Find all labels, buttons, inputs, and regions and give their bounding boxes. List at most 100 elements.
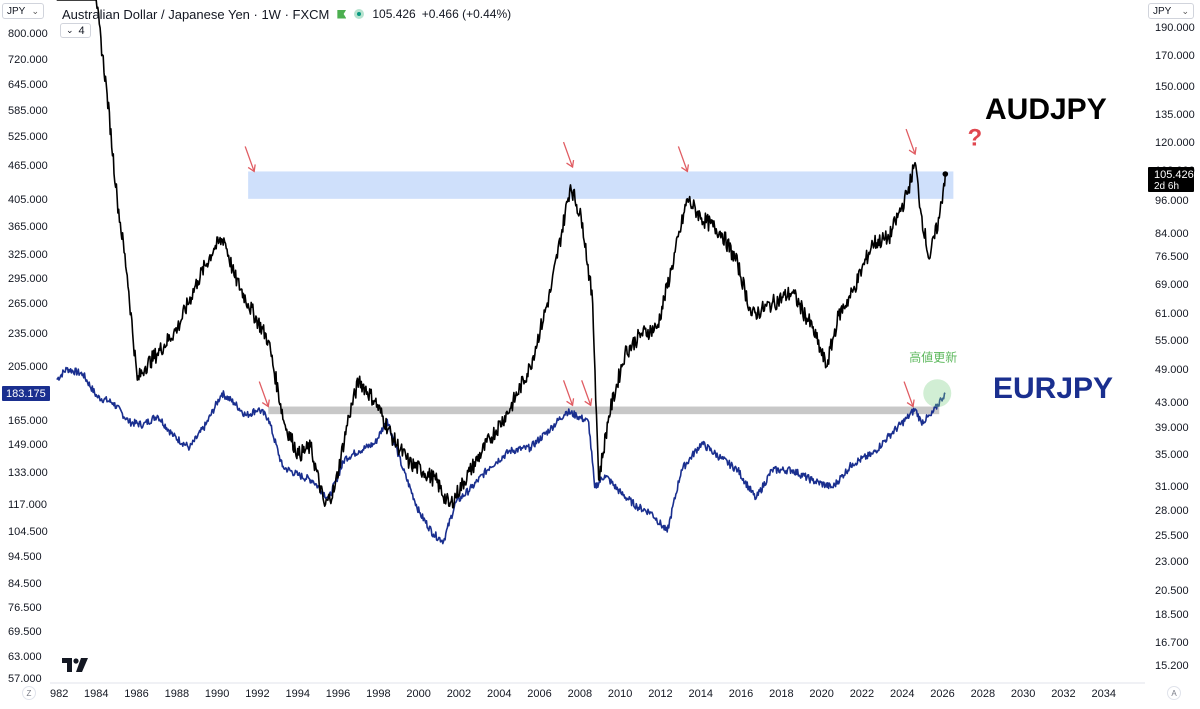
current-price: 105.426 bbox=[372, 7, 416, 21]
right-axis-tick: 15.200 bbox=[1155, 660, 1189, 672]
right-axis-tick: 84.000 bbox=[1155, 228, 1189, 240]
right-currency-selector[interactable]: JPY ⌄ bbox=[1148, 3, 1194, 19]
right-axis-tick: 76.500 bbox=[1155, 251, 1189, 263]
x-axis-tick: 1990 bbox=[205, 688, 229, 700]
x-axis-tick: 2024 bbox=[890, 688, 914, 700]
left-axis-tick: 265.000 bbox=[8, 298, 48, 310]
right-axis-tick: 61.000 bbox=[1155, 308, 1189, 320]
x-axis-tick: 982 bbox=[50, 688, 68, 700]
left-axis-tick: 585.000 bbox=[8, 105, 48, 117]
x-axis-tick: 2008 bbox=[568, 688, 592, 700]
left-axis-tick: 165.000 bbox=[8, 415, 48, 427]
right-axis-tick: 49.000 bbox=[1155, 364, 1189, 376]
right-axis-tick: 190.000 bbox=[1155, 22, 1195, 34]
x-axis-tick: 1994 bbox=[286, 688, 310, 700]
new-high-label: 高値更新 bbox=[909, 350, 957, 365]
eurjpy-resistance-zone[interactable] bbox=[268, 406, 940, 415]
indicator-count: 4 bbox=[78, 24, 85, 37]
right-axis-tick: 35.000 bbox=[1155, 449, 1189, 461]
new-high-highlight bbox=[923, 379, 952, 408]
x-axis-tick: 2010 bbox=[608, 688, 632, 700]
left-axis-tick: 63.000 bbox=[8, 651, 42, 663]
right-axis-tick: 170.000 bbox=[1155, 50, 1195, 62]
chevron-down-icon: ⌄ bbox=[1181, 6, 1189, 16]
left-axis-tick: 76.500 bbox=[8, 602, 42, 614]
x-axis-tick: 1986 bbox=[124, 688, 148, 700]
countdown-label: 2d 6h bbox=[1154, 181, 1179, 192]
left-axis-tick: 149.000 bbox=[8, 439, 48, 451]
audjpy-price-line[interactable] bbox=[56, 0, 947, 509]
eurjpy-arrow-icon bbox=[562, 380, 575, 407]
right-axis-tick: 16.700 bbox=[1155, 637, 1189, 649]
right-axis-tick: 25.500 bbox=[1155, 530, 1189, 542]
audjpy-last-price-label: 105.426 bbox=[1154, 169, 1194, 181]
x-axis-tick: 2020 bbox=[809, 688, 833, 700]
left-axis-tick: 84.500 bbox=[8, 578, 42, 590]
zoom-toggle-button[interactable]: Z bbox=[22, 686, 36, 700]
right-axis-tick: 135.000 bbox=[1155, 109, 1195, 121]
eurjpy-price-badge: 183.175 bbox=[2, 386, 50, 401]
audjpy-last-point bbox=[942, 171, 949, 177]
left-currency-label: JPY bbox=[7, 5, 26, 17]
eurjpy-arrow-icon bbox=[258, 381, 270, 408]
x-axis-tick: 2032 bbox=[1051, 688, 1075, 700]
left-axis-tick: 365.000 bbox=[8, 221, 48, 233]
eurjpy-price-line[interactable] bbox=[56, 366, 946, 545]
left-axis-tick: 235.000 bbox=[8, 328, 48, 340]
left-axis-tick: 69.500 bbox=[8, 626, 42, 638]
audjpy-chart-title: AUDJPY bbox=[985, 93, 1107, 126]
x-axis-tick: 1996 bbox=[326, 688, 350, 700]
left-axis-tick: 325.000 bbox=[8, 249, 48, 261]
right-axis-tick: 120.000 bbox=[1155, 137, 1195, 149]
left-axis-tick: 525.000 bbox=[8, 131, 48, 143]
right-axis-tick: 28.000 bbox=[1155, 505, 1189, 517]
right-axis-tick: 39.000 bbox=[1155, 422, 1189, 434]
left-axis-tick: 205.000 bbox=[8, 361, 48, 373]
x-axis-tick: 1984 bbox=[84, 688, 108, 700]
symbol-header: Australian Dollar / Japanese Yen · 1W · … bbox=[62, 3, 511, 25]
right-axis-tick: 69.000 bbox=[1155, 279, 1189, 291]
left-axis-tick: 57.000 bbox=[8, 673, 42, 685]
left-axis-tick: 645.000 bbox=[8, 79, 48, 91]
x-axis-tick: 2002 bbox=[447, 688, 471, 700]
audjpy-resistance-zone[interactable] bbox=[248, 171, 954, 199]
x-axis-tick: 2006 bbox=[527, 688, 551, 700]
x-axis-tick: 2012 bbox=[648, 688, 672, 700]
x-axis-tick: 1988 bbox=[165, 688, 189, 700]
x-axis-tick: 2030 bbox=[1011, 688, 1035, 700]
left-corner-label: Z bbox=[26, 688, 32, 698]
right-currency-label: JPY bbox=[1153, 5, 1172, 17]
symbol-title[interactable]: Australian Dollar / Japanese Yen · 1W · … bbox=[62, 6, 330, 22]
left-axis-tick: 133.000 bbox=[8, 467, 48, 479]
audjpy-arrow-icon bbox=[677, 146, 690, 173]
x-axis-tick: 2016 bbox=[729, 688, 753, 700]
tradingview-logo-icon[interactable] bbox=[62, 658, 88, 672]
x-axis-tick: 2000 bbox=[406, 688, 430, 700]
left-axis-tick: 800.000 bbox=[8, 28, 48, 40]
indicator-toggle[interactable]: ⌄ 4 bbox=[60, 23, 91, 38]
left-axis-tick: 94.500 bbox=[8, 551, 42, 563]
audjpy-arrow-icon bbox=[244, 146, 256, 173]
right-axis-tick: 43.000 bbox=[1155, 397, 1189, 409]
left-currency-selector[interactable]: JPY ⌄ bbox=[2, 3, 44, 19]
left-axis-tick: 117.000 bbox=[8, 499, 47, 511]
x-axis-tick: 2034 bbox=[1092, 688, 1116, 700]
chevron-down-icon: ⌄ bbox=[31, 6, 39, 16]
left-axis-tick: 465.000 bbox=[8, 160, 48, 172]
price-change: +0.466 (+0.44%) bbox=[421, 7, 512, 21]
x-axis-tick: 1992 bbox=[245, 688, 269, 700]
x-axis-tick: 2018 bbox=[769, 688, 793, 700]
left-axis-tick: 405.000 bbox=[8, 194, 48, 206]
right-axis-tick: 23.000 bbox=[1155, 556, 1189, 568]
left-axis-tick: 720.000 bbox=[8, 54, 48, 66]
market-status-icon[interactable] bbox=[354, 9, 365, 19]
right-corner-label: A bbox=[1171, 688, 1177, 698]
x-axis-tick: 2022 bbox=[850, 688, 874, 700]
flag-icon[interactable] bbox=[337, 9, 347, 19]
x-axis-tick: 2014 bbox=[689, 688, 713, 700]
question-mark-annotation: ? bbox=[967, 125, 982, 152]
auto-scale-button[interactable]: A bbox=[1167, 686, 1181, 700]
